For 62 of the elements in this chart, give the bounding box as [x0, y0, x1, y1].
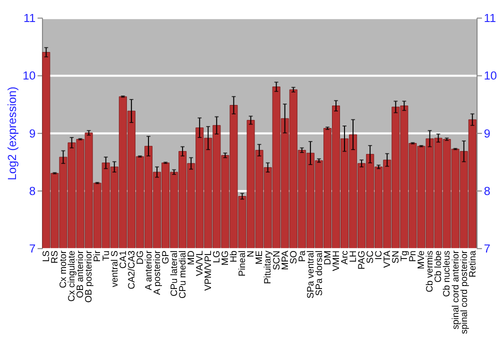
x-tick-label: MD	[186, 250, 196, 265]
y2-tick-label: 10	[484, 70, 498, 83]
x-tick-label: OB posterior	[84, 250, 94, 303]
y-tick-label: 7	[29, 242, 36, 256]
x-tick-label: CA1	[118, 250, 128, 269]
x-tick-label: spinal cord anterior	[450, 250, 460, 330]
x-tick-label: spinal cord posterior	[458, 250, 469, 334]
x-tick-label: CPu lateral	[168, 250, 179, 296]
x-tick-label: SN	[390, 250, 401, 264]
x-tick-label: MVe	[416, 250, 426, 270]
x-tick-label: Cb vermis	[424, 250, 435, 292]
x-tick-label: SC	[365, 250, 376, 264]
x-tick-label: SPa ventral	[305, 250, 316, 298]
x-tick-label: GP	[160, 250, 170, 264]
x-tick-label: Arc	[339, 250, 350, 264]
x-tick-label: N	[246, 250, 256, 258]
x-tick-label: LS	[41, 250, 52, 262]
x-tick-label: CPu medial	[177, 250, 188, 298]
x-tick-label: DG	[134, 250, 145, 264]
x-tick-label: Cb nucleus	[442, 250, 452, 297]
x-tick-label: Cx cingulate	[66, 250, 77, 302]
x-tick-label: IC	[374, 250, 384, 260]
x-tick-label: Pineal	[237, 250, 248, 276]
x-tick-label: Pn	[408, 250, 418, 262]
x-tick-label: SPa dorsal	[314, 250, 324, 296]
x-tick-label: Cb lobe	[433, 250, 444, 283]
y-axis-title: Log2 (expression)	[6, 86, 19, 180]
y2-tick-label: 8	[484, 184, 490, 198]
x-tick-label: SO	[288, 250, 298, 264]
x-tick-label: Cx motor	[58, 250, 68, 288]
x-tick-label: Tg	[399, 250, 410, 262]
y2-tick-label: 11	[484, 12, 496, 26]
x-tick-label: LH	[348, 250, 358, 262]
y-tick-label: 8	[29, 184, 36, 198]
x-tick-label: DM	[322, 250, 332, 265]
x-tick-label: A anterior	[143, 250, 154, 290]
x-tick-label: SCN	[271, 250, 282, 270]
x-tick-label: VPM/VPL	[203, 250, 214, 291]
x-tick-label: VMH	[330, 250, 341, 272]
y-tick-label: 11	[23, 12, 36, 26]
x-tick-label: ventral S	[109, 250, 120, 288]
x-tick-label: PAG	[356, 250, 366, 270]
x-tick-label: CA2/CA3	[126, 250, 136, 290]
x-tick-label: MPA	[280, 250, 290, 270]
x-tick-label: OB anterior	[75, 250, 86, 298]
x-tick-label: MG	[220, 250, 230, 266]
x-tick-label: Pir	[92, 250, 102, 262]
x-tick-label: VTA	[382, 250, 392, 268]
x-tick-label: Retina	[467, 250, 478, 278]
x-tick-label: A posterior	[152, 250, 162, 295]
x-tick-label: ME	[254, 250, 264, 264]
y-tick-label: 9	[29, 127, 36, 140]
y2-tick-label: 7	[484, 242, 490, 256]
x-tick-label: VA/VL	[194, 250, 205, 276]
y-tick-label: 10	[22, 70, 36, 83]
x-tick-label: Tu	[100, 250, 111, 262]
y2-tick-label: 9	[484, 127, 490, 140]
x-tick-label: Pa	[296, 250, 307, 262]
x-tick-label: Pituitary	[262, 250, 273, 284]
x-tick-label: LG	[212, 250, 222, 263]
x-tick-label: RS	[50, 250, 60, 264]
x-tick-label: Hb	[228, 250, 239, 262]
